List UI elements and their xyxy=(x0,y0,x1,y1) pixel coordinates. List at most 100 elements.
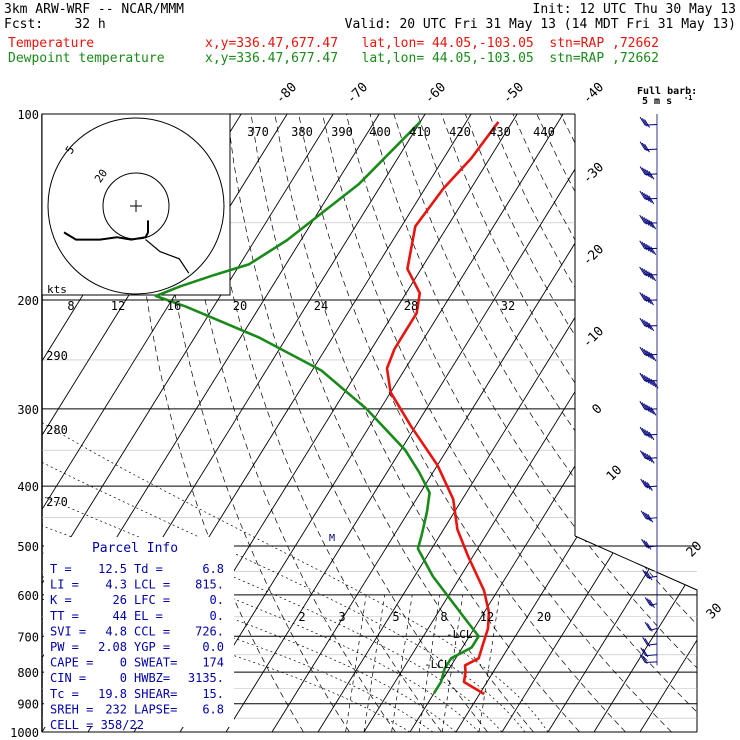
header-line1-right: Init: 12 UTC Thu 30 May 13 xyxy=(532,2,737,17)
dry-adiabat-label: 270 xyxy=(46,495,68,509)
dry-adiabat-line xyxy=(369,114,697,732)
wind-barb-feather xyxy=(641,402,648,411)
dry-adiabat-label: 290 xyxy=(46,349,68,363)
dry-adiabat-line xyxy=(250,114,534,732)
parcel-info-value: 12.5 xyxy=(98,562,127,576)
wind-barb-feather xyxy=(644,429,650,438)
parcel-info-key: LFC = xyxy=(134,593,170,607)
wind-barb-feather xyxy=(643,193,650,202)
parcel-info-key: PW = xyxy=(50,640,79,654)
wind-barb-feather xyxy=(650,352,657,362)
mixing-ratio-line xyxy=(391,594,413,732)
parcel-info-key: YGP = xyxy=(134,640,170,654)
dry-adiabat-label: 390 xyxy=(331,125,353,139)
sounding-profiles xyxy=(154,120,500,696)
parcel-info-key: HWBZ= xyxy=(134,671,170,685)
dry-adiabat-line xyxy=(441,114,697,732)
wind-barb-feather xyxy=(648,455,655,464)
isotherm-line xyxy=(179,114,564,732)
wind-barb-feather xyxy=(641,293,648,302)
wind-barb-feather xyxy=(641,267,648,277)
mixing-ratio-label: 20 xyxy=(537,610,551,624)
hodograph-ring xyxy=(47,117,225,295)
isotherm-label: -40 xyxy=(580,80,607,107)
wind-barb-feather xyxy=(641,538,647,548)
dry-adiabat-line xyxy=(536,114,697,732)
wind-barb-shaft xyxy=(645,661,658,663)
dry-adiabat-line xyxy=(560,114,697,732)
isotherm-line xyxy=(593,114,697,732)
wind-barb-feather xyxy=(641,118,648,127)
temperature-legend-info: x,y=336.47,677.47 lat,lon= 44.05,-103.05… xyxy=(205,36,659,51)
wind-barb-feather xyxy=(648,195,655,205)
wind-barb-feather xyxy=(652,379,659,389)
wind-barb-feather xyxy=(649,599,655,609)
parcel-info-value: 26 xyxy=(113,593,127,607)
isotherm-label: -10 xyxy=(580,324,607,351)
wind-barb-feather xyxy=(639,166,646,175)
pressure-tick-label: 400 xyxy=(17,480,39,494)
wind-barb-feather xyxy=(639,190,646,200)
mixing-ratio-line xyxy=(363,594,385,732)
wind-barb-feather xyxy=(650,272,657,282)
mixing-ratio-label: 8 xyxy=(440,610,447,624)
wind-barb-feather xyxy=(639,450,646,459)
header-line2-right: Valid: 20 UTC Fri 31 May 13 (14 MDT Fri … xyxy=(344,17,736,32)
wind-barb-feather xyxy=(644,638,651,647)
wind-barb-feather xyxy=(641,191,648,201)
wind-barb-feather xyxy=(646,169,653,179)
wind-barb-feather xyxy=(642,451,649,461)
wind-barb-feather xyxy=(644,452,651,462)
dry-adiabat-label: 420 xyxy=(449,125,471,139)
wind-barb-feather xyxy=(646,350,652,359)
wind-barb-feather xyxy=(639,401,646,410)
pressure-tick-label: 100 xyxy=(17,108,39,122)
parcel-info-key: LI = xyxy=(50,578,79,592)
isotherm-label: -60 xyxy=(422,80,449,107)
wind-barb-feather xyxy=(639,240,646,249)
lcl-marker: -LCL xyxy=(446,628,473,641)
parcel-info-value: 174 xyxy=(202,656,224,670)
isotherm-label: 30 xyxy=(704,601,726,623)
wind-barb-feather xyxy=(639,346,646,356)
dry-adiabat-label: 380 xyxy=(291,125,313,139)
wind-barb-feather xyxy=(645,244,652,253)
wind-barb-feather xyxy=(641,427,648,437)
wind-barb-feather xyxy=(648,171,655,180)
dewpoint-legend-info: x,y=336.47,677.47 lat,lon= 44.05,-103.05… xyxy=(205,51,659,66)
parcel-info-value: 0. xyxy=(210,593,224,607)
wind-barb-feather xyxy=(644,570,651,580)
wind-barb-feather xyxy=(644,168,650,178)
parcel-info-value: 0 xyxy=(120,671,127,685)
pressure-tick-label: 200 xyxy=(17,294,39,308)
parcel-info-key: CIN = xyxy=(50,671,86,685)
wind-barb-feather xyxy=(643,375,650,384)
full-barb-label: Full barb: xyxy=(637,86,697,97)
dry-adiabat-line xyxy=(488,114,697,732)
dry-adiabat-label: 430 xyxy=(489,125,511,139)
parcel-info-title: Parcel Info xyxy=(92,541,178,556)
isotherm-line xyxy=(501,114,697,732)
parcel-info-value: 0. xyxy=(210,609,224,623)
mixing-ratio-line xyxy=(478,594,500,732)
dry-adiabat-line xyxy=(464,114,697,732)
dry-adiabat-line xyxy=(202,114,442,732)
wind-barb-feather xyxy=(639,266,646,276)
speed-tick-label: 24 xyxy=(314,299,328,313)
wind-barb-feather xyxy=(646,571,653,581)
parcel-info-key: CCL = xyxy=(134,624,170,638)
wind-barb-feather xyxy=(639,372,646,382)
parcel-info-value: 2.08 xyxy=(98,640,127,654)
wind-barb-feather xyxy=(639,426,646,436)
dry-adiabat-line xyxy=(155,114,350,732)
wind-barb-feather xyxy=(645,218,652,228)
isotherm-label: -30 xyxy=(580,160,607,187)
parcel-info-value: 0 xyxy=(120,656,127,670)
mixing-ratio-label: 12 xyxy=(480,610,494,624)
isotherm-label: 0 xyxy=(589,401,605,417)
wind-barb-feather xyxy=(645,541,652,550)
dry-adiabat-line xyxy=(583,114,697,732)
pressure-tick-label: 500 xyxy=(17,540,39,554)
dry-adiabat-label: 280 xyxy=(46,423,68,437)
